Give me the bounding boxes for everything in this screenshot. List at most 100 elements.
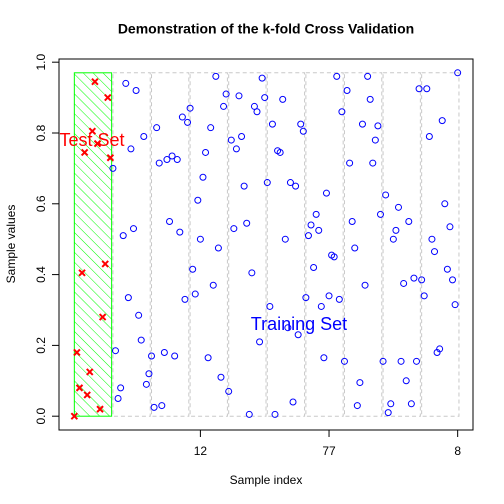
cross-stroke bbox=[93, 139, 102, 148]
test-fold bbox=[73, 72, 113, 417]
train-point bbox=[142, 380, 150, 388]
train-point bbox=[166, 217, 174, 225]
train-point bbox=[292, 182, 300, 190]
train-point bbox=[256, 338, 264, 346]
test-point bbox=[73, 348, 81, 357]
train-point bbox=[148, 352, 156, 360]
cross-stroke bbox=[73, 348, 81, 357]
train-point bbox=[124, 294, 132, 302]
train-point bbox=[217, 373, 225, 381]
cross-stroke bbox=[91, 77, 99, 86]
train-point bbox=[176, 228, 184, 236]
train-point bbox=[397, 357, 405, 365]
train-point bbox=[230, 225, 238, 233]
train-point bbox=[335, 295, 343, 303]
train-point bbox=[135, 311, 143, 319]
train-point bbox=[425, 133, 433, 141]
train-point bbox=[119, 232, 127, 240]
train-point bbox=[248, 269, 256, 277]
cross-stroke bbox=[80, 148, 89, 157]
train-point bbox=[364, 72, 372, 80]
train-fold bbox=[112, 72, 151, 417]
train-point bbox=[122, 79, 130, 87]
train-point bbox=[446, 223, 454, 231]
train-point bbox=[266, 302, 274, 310]
train-point bbox=[220, 102, 228, 110]
train-point bbox=[117, 384, 125, 392]
train-point bbox=[338, 108, 346, 116]
train-point bbox=[431, 248, 439, 256]
train-point bbox=[374, 122, 382, 130]
test-point bbox=[101, 260, 109, 268]
train-point bbox=[271, 410, 279, 418]
train-point bbox=[189, 265, 197, 273]
train-fold bbox=[189, 72, 228, 417]
train-point bbox=[454, 69, 462, 77]
train-point bbox=[407, 400, 415, 408]
train-point bbox=[235, 92, 243, 100]
train-point bbox=[289, 398, 297, 406]
train-point bbox=[268, 120, 276, 128]
train-point bbox=[394, 203, 402, 211]
train-point bbox=[317, 302, 325, 310]
plot-box bbox=[58, 58, 474, 431]
train-point bbox=[325, 292, 333, 300]
train-point bbox=[109, 164, 117, 172]
train-point bbox=[400, 279, 408, 287]
y-tick-label: 0.4 bbox=[34, 266, 48, 283]
train-fold bbox=[151, 72, 190, 417]
train-point bbox=[379, 357, 387, 365]
train-point bbox=[163, 156, 171, 164]
train-point bbox=[171, 352, 179, 360]
train-point bbox=[227, 136, 235, 144]
y-tick-label: 0.8 bbox=[34, 124, 48, 141]
x-tick-label: 8 bbox=[454, 444, 461, 458]
train-point bbox=[145, 370, 153, 378]
train-point bbox=[449, 276, 457, 284]
train-point bbox=[194, 196, 202, 204]
train-point bbox=[369, 159, 377, 167]
cross-stroke bbox=[75, 384, 84, 392]
train-point bbox=[389, 235, 397, 243]
train-point bbox=[451, 301, 459, 309]
train-point bbox=[253, 108, 261, 116]
test-point bbox=[75, 384, 84, 392]
train-point bbox=[158, 402, 166, 410]
x-tick-label: 77 bbox=[322, 444, 336, 458]
train-fold bbox=[421, 72, 460, 417]
train-point bbox=[320, 354, 328, 362]
train-point bbox=[276, 148, 284, 156]
train-point bbox=[410, 274, 418, 282]
train-point bbox=[199, 173, 207, 181]
train-point bbox=[315, 226, 323, 234]
cross-stroke bbox=[96, 405, 104, 413]
test-point bbox=[83, 391, 91, 399]
train-point bbox=[297, 120, 305, 128]
train-point bbox=[322, 189, 330, 197]
train-point bbox=[382, 191, 390, 199]
train-point bbox=[214, 244, 222, 252]
train-point bbox=[299, 127, 307, 135]
train-point bbox=[307, 221, 315, 229]
train-point bbox=[348, 217, 356, 225]
cross-stroke bbox=[104, 93, 112, 102]
train-point bbox=[284, 324, 292, 332]
train-point bbox=[207, 124, 215, 132]
train-point bbox=[376, 210, 384, 218]
train-point bbox=[351, 244, 359, 252]
train-point bbox=[150, 403, 158, 411]
train-point bbox=[178, 113, 186, 121]
cross-stroke bbox=[101, 260, 109, 268]
train-point bbox=[186, 104, 194, 112]
train-point bbox=[294, 331, 302, 339]
test-point bbox=[106, 154, 115, 162]
train-point bbox=[168, 152, 176, 160]
train-point bbox=[245, 410, 253, 418]
train-point bbox=[137, 336, 145, 344]
test-point bbox=[88, 127, 97, 135]
train-point bbox=[312, 210, 320, 218]
cross-stroke bbox=[70, 412, 79, 420]
train-point bbox=[281, 235, 289, 243]
train-fold bbox=[343, 72, 383, 417]
train-point bbox=[225, 387, 233, 395]
